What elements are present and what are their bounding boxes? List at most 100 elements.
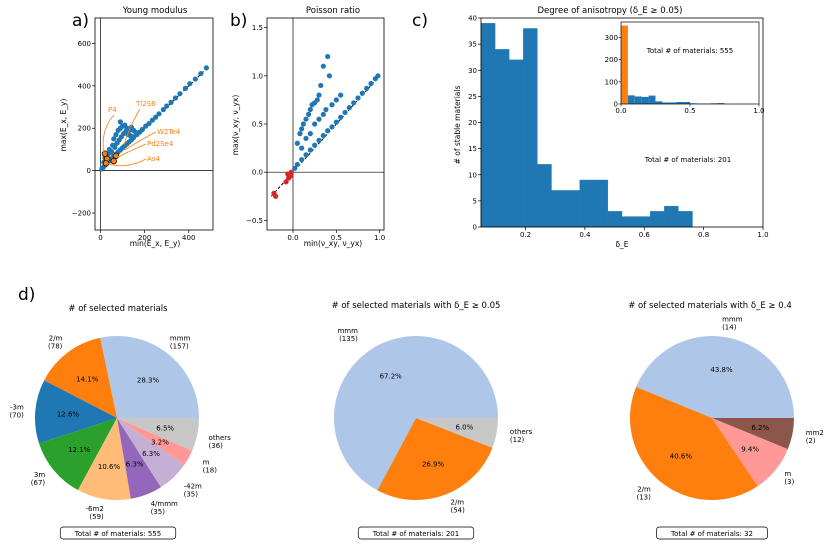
young-point-diagonal (172, 95, 179, 101)
aniso-bar (664, 205, 679, 228)
inset-bar-blue (634, 96, 642, 104)
young-annotation-arrow (102, 114, 115, 156)
inset-bar-blue (648, 95, 656, 104)
inset-xtick-label: 1.0 (753, 107, 764, 115)
pie-slice-percent: 6.3% (126, 460, 144, 468)
pie-slice-label: 2/m (450, 499, 464, 507)
pie-slice-42m (117, 418, 185, 488)
pie-total-box (59, 526, 177, 540)
young-point-diagonal (187, 81, 193, 87)
panel-label-a: a) (72, 11, 89, 31)
aniso-bar (579, 179, 594, 228)
young-point-diagonal (143, 123, 149, 129)
pie-slice-others (117, 418, 199, 451)
young-point-highlight (101, 150, 109, 157)
poisson-point-anisotropic (318, 82, 324, 89)
aniso-bar (650, 211, 665, 228)
inset-bar-blue (641, 96, 649, 104)
young-point-diagonal (149, 117, 155, 123)
pie-slice-percent: 6.5% (156, 424, 174, 432)
pie-slice-label: 2/m (637, 485, 651, 493)
poisson-point-anisotropic (303, 116, 309, 122)
pie-slice-mm2 (712, 418, 794, 450)
aniso-xtick-label: 0.8 (698, 231, 709, 239)
aniso-xtick-label: 0.2 (520, 231, 531, 239)
inset-background (621, 22, 759, 104)
young-annotation-label: W2Te4 (157, 128, 181, 136)
aniso-xlabel: δ_E (615, 240, 628, 249)
poisson-point-diagonal (351, 100, 357, 106)
pie-slice-count: (54) (450, 507, 465, 515)
inset-bar-blue (669, 102, 677, 104)
poisson-ytick-label: 0.5 (252, 121, 263, 129)
poisson-point-diagonal (364, 85, 370, 91)
pie-slice-percent: 14.1% (76, 375, 99, 383)
poisson-point-diagonal (316, 137, 322, 143)
pie-slice-2m (630, 386, 758, 500)
pie-chart-all: # of selected materials 28.3% mmm(157) 14.… (9, 304, 231, 540)
poisson-point-diagonal (342, 109, 348, 116)
poisson-point-anisotropic (320, 63, 326, 69)
poisson-point-diagonal (355, 95, 361, 101)
pie-slice-count: (3) (784, 478, 794, 486)
young-xtick-label: 200 (138, 234, 151, 242)
poisson-point-diagonal (307, 147, 313, 153)
inset-total-annotation: Total # of materials: 555 (646, 47, 733, 55)
young-point-anisotropic (110, 142, 116, 148)
pie-slice-count: (35) (151, 508, 166, 516)
aniso-bar (480, 23, 496, 228)
pie-slice-percent: 6.0% (455, 423, 473, 431)
pie-chart-005: # of selected materials with δ_E ≥ 0.05 … (332, 301, 533, 540)
pie-slice-label: mmm (170, 334, 191, 342)
poisson-point-diagonal (292, 165, 298, 171)
young-point-diagonal (153, 114, 159, 120)
aniso-xtick-label: 1.0 (757, 231, 768, 239)
young-ytick-label: 200 (78, 125, 91, 133)
pie-slice-label: 3m (34, 471, 45, 479)
pie-slice-percent: 43.8% (710, 366, 733, 374)
young-ytick-label: 0 (87, 167, 91, 175)
pie-005-title: # of selected materials with δ_E ≥ 0.05 (332, 301, 501, 311)
poisson-point-anisotropic (338, 92, 344, 98)
poisson-point-anisotropic (297, 131, 303, 137)
pie-slice-4mmm (117, 418, 161, 499)
young-frame (94, 17, 214, 231)
pie-slice-mmm (334, 335, 498, 491)
young-annotation-arrow (105, 158, 147, 167)
poisson-point-anisotropic (299, 145, 305, 151)
poisson-point-diagonal (333, 119, 339, 125)
poisson-point-diagonal (325, 128, 331, 134)
pie-slice-percent: 26.9% (422, 461, 445, 469)
young-title: Young modulus (122, 6, 188, 16)
young-point-anisotropic (113, 132, 119, 138)
pie-slice-count: (36) (209, 442, 224, 450)
pie-slice-3m (35, 380, 118, 444)
poisson-point-diagonal (359, 90, 365, 96)
pie-slice-m (117, 418, 193, 465)
aniso-ytick-label: 5 (473, 197, 477, 205)
young-annotation-label: P4 (108, 106, 117, 114)
poisson-frame (266, 17, 385, 231)
pie-slice-3m (39, 418, 117, 491)
pie-slice-percent: 12.6% (57, 410, 80, 418)
aniso-bar (551, 190, 566, 228)
poisson-xtick-label: 0.5 (331, 234, 342, 242)
pie-slice-label: m (784, 470, 791, 478)
young-point-diagonal (198, 70, 204, 77)
aniso-total-annotation: Total # of materials: 201 (644, 156, 731, 164)
inset-bar-blue (627, 95, 635, 104)
poisson-point-anisotropic (312, 121, 318, 127)
pie-total-label: Total # of materials: 201 (372, 530, 459, 538)
panel-label-b: b) (230, 11, 247, 31)
pie-slice-6m2 (77, 418, 131, 500)
pie-slice-count: (13) (636, 493, 651, 501)
panel-label-d: d) (18, 285, 35, 305)
pie-slice-label: m (203, 459, 210, 467)
poisson-point-anisotropic (323, 106, 329, 113)
poisson-point-anisotropic (306, 111, 312, 117)
aniso-bar (565, 190, 580, 228)
young-point-anisotropic (111, 136, 117, 142)
poisson-point-diagonal (320, 132, 326, 139)
poisson-point-anisotropic (333, 97, 339, 103)
poisson-point-anisotropic (329, 102, 335, 108)
